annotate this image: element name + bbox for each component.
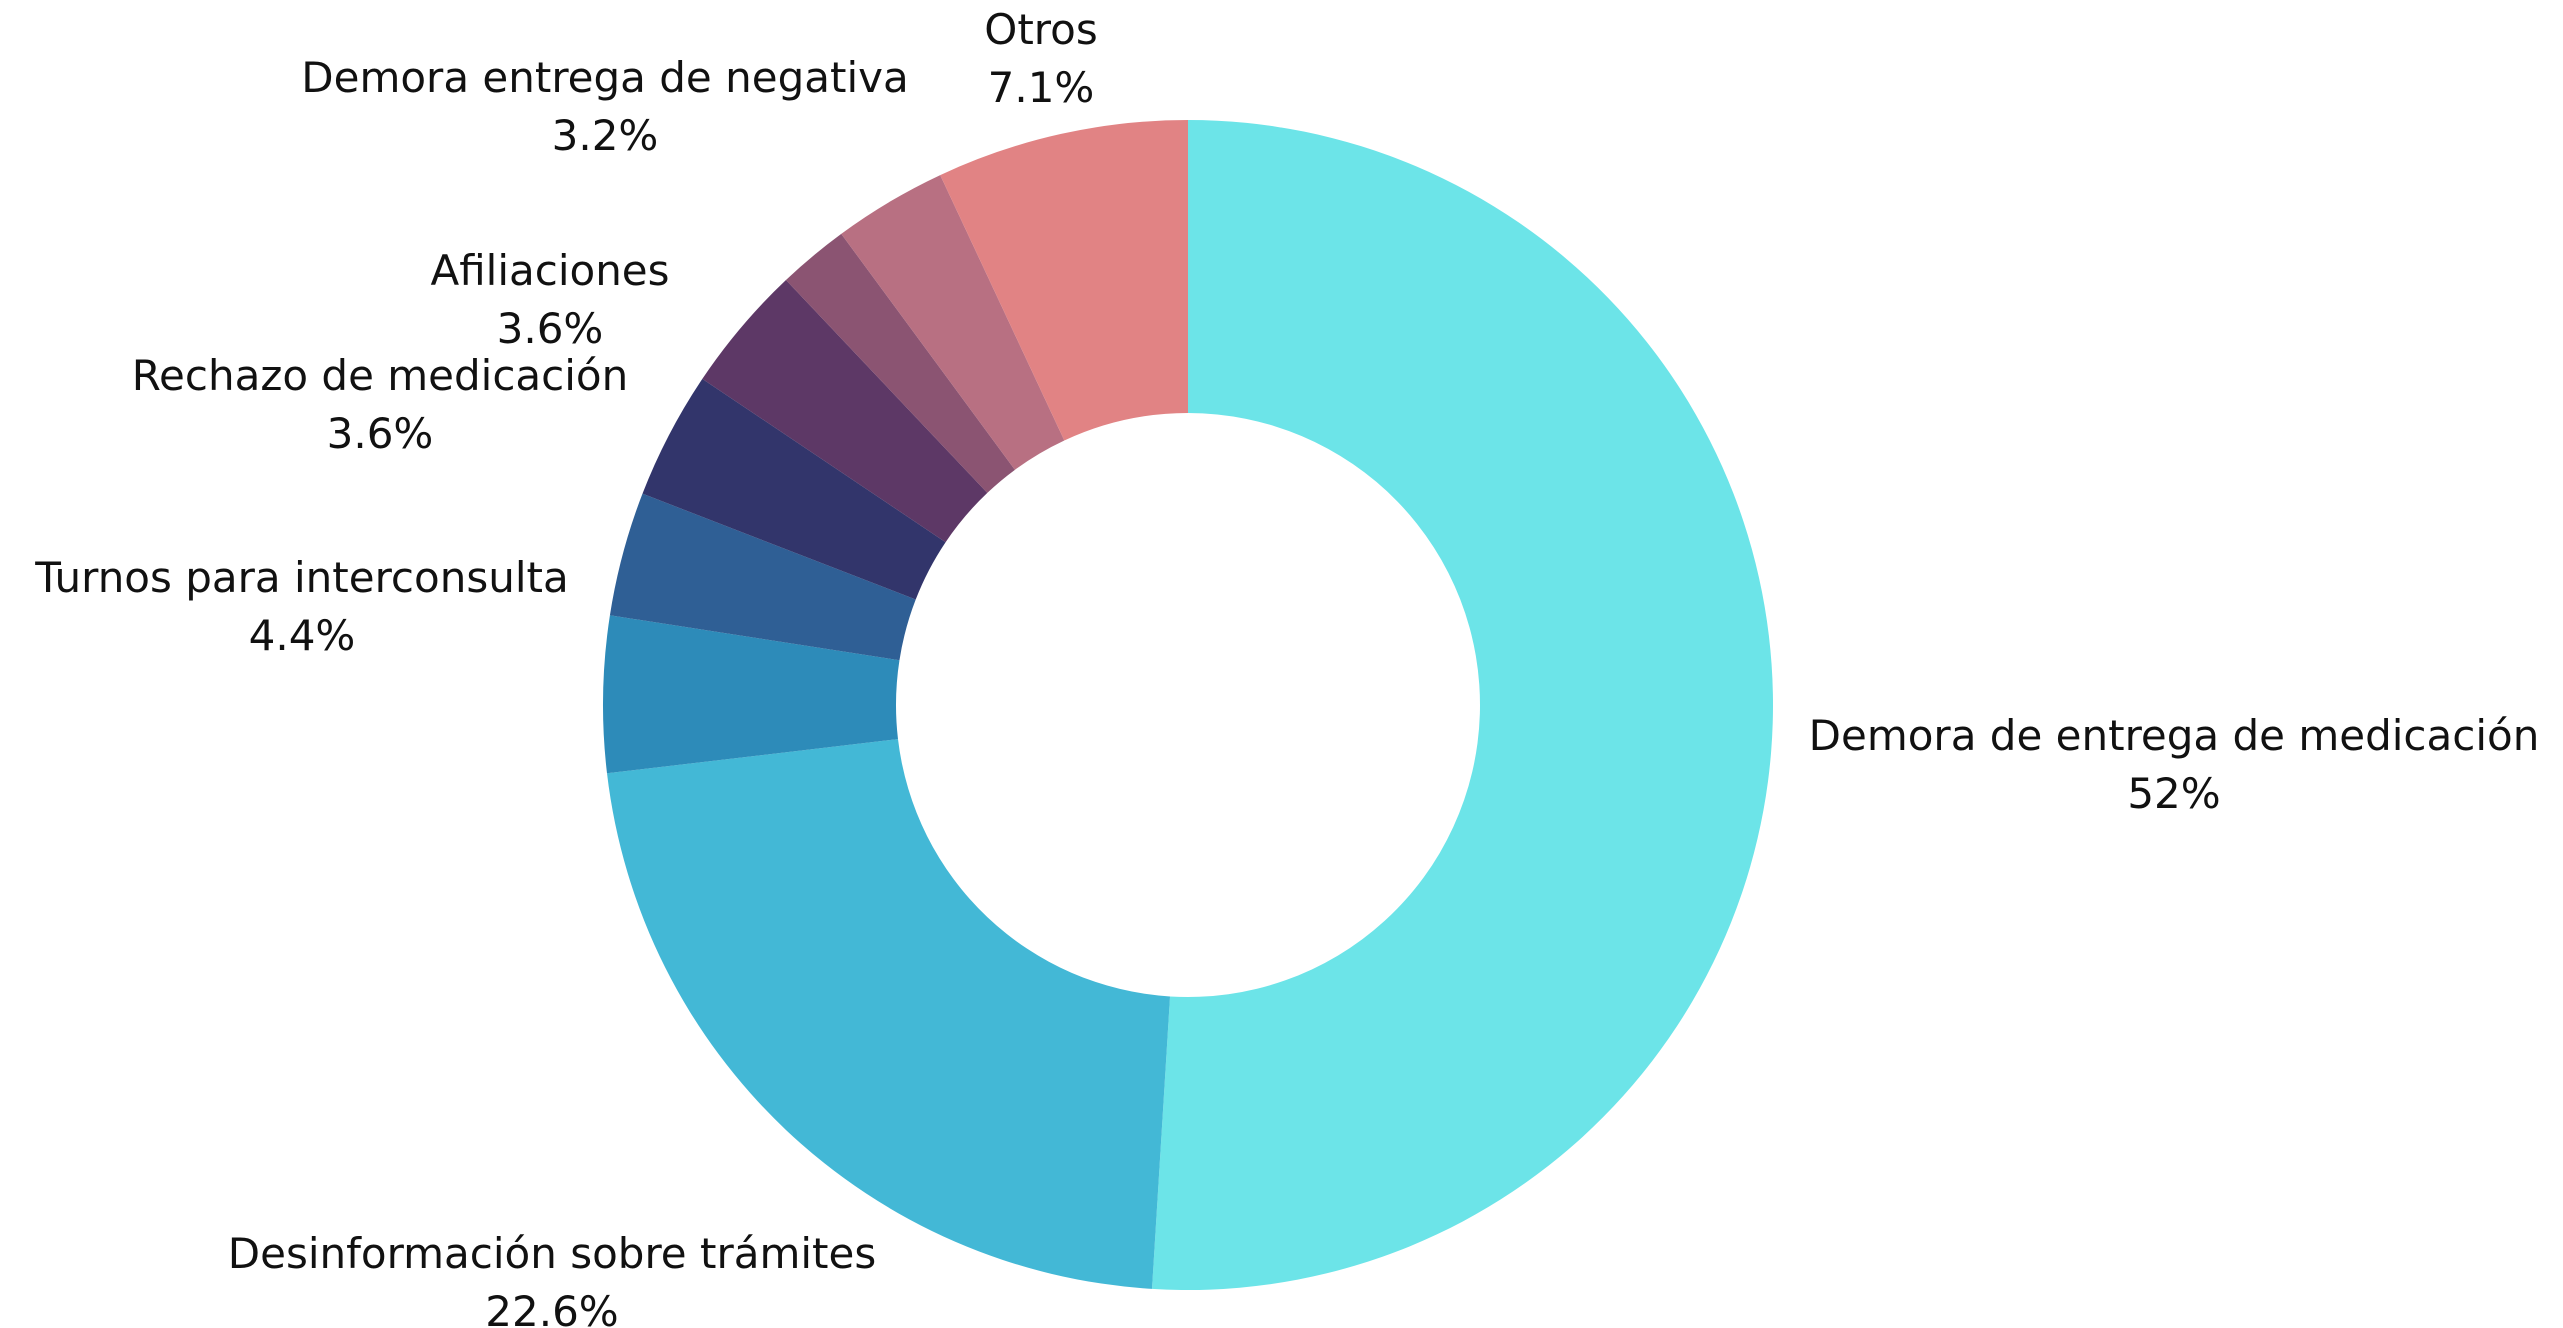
slice-labels: Demora de entrega de medicación 52% Desinf… bbox=[34, 5, 2539, 1328]
slice-value-label-4: 3.6% bbox=[327, 409, 434, 458]
slice-label-0: Demora de entrega de medicación bbox=[1809, 711, 2540, 760]
slice-label-5: Afiliaciones bbox=[430, 246, 669, 295]
slice-value-label-1: 22.6% bbox=[485, 1287, 618, 1328]
slice-3 bbox=[609, 493, 916, 661]
slice-5 bbox=[702, 280, 988, 543]
slice-7 bbox=[841, 175, 1065, 470]
slice-label-1: Desinformación sobre trámites bbox=[228, 1229, 876, 1278]
slice-4 bbox=[642, 378, 946, 600]
slice-0 bbox=[1151, 120, 1774, 1290]
slice-value-label-7: 3.2% bbox=[552, 111, 659, 160]
slice-8 bbox=[940, 120, 1188, 441]
slice-label-4: Rechazo de medicación bbox=[132, 351, 629, 400]
slice-label-8: Otros bbox=[984, 5, 1097, 54]
slice-value-label-0: 52% bbox=[2127, 769, 2220, 818]
slice-value-label-8: 7.1% bbox=[988, 63, 1095, 112]
slice-label-7: Demora entrega de negativa bbox=[301, 53, 908, 102]
slice-value-label-2: 4.4% bbox=[249, 611, 356, 660]
slice-label-2: Turnos para interconsulta bbox=[34, 553, 568, 602]
slice-2 bbox=[603, 615, 900, 774]
donut-slices bbox=[603, 120, 1774, 1290]
slice-1 bbox=[607, 739, 1171, 1289]
slice-6 bbox=[785, 233, 1015, 493]
slice-value-label-5: 3.6% bbox=[497, 304, 604, 353]
